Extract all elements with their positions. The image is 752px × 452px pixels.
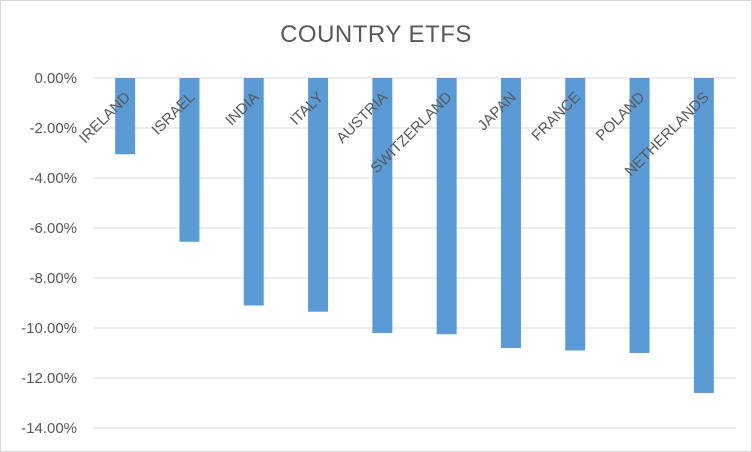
bar-france <box>565 78 586 351</box>
y-tick-label: 0.00% <box>34 70 77 87</box>
bar-ireland <box>115 78 136 155</box>
bar-italy <box>308 78 329 312</box>
bar-israel <box>179 78 200 242</box>
y-tick-label: -8.00% <box>29 270 77 287</box>
bar-netherlands <box>693 78 714 393</box>
bar-switzerland <box>436 78 457 335</box>
bar-austria <box>372 78 393 333</box>
y-tick-label: -14.00% <box>21 420 77 437</box>
chart-title: COUNTRY ETFS <box>280 21 472 48</box>
bar-poland <box>629 78 650 353</box>
y-tick-label: -6.00% <box>29 220 77 237</box>
y-tick-label: -2.00% <box>29 120 77 137</box>
y-tick-label: -12.00% <box>21 370 77 387</box>
y-tick-label: -10.00% <box>21 320 77 337</box>
bar-japan <box>500 78 521 348</box>
y-tick-label: -4.00% <box>29 170 77 187</box>
bar-india <box>243 78 264 306</box>
